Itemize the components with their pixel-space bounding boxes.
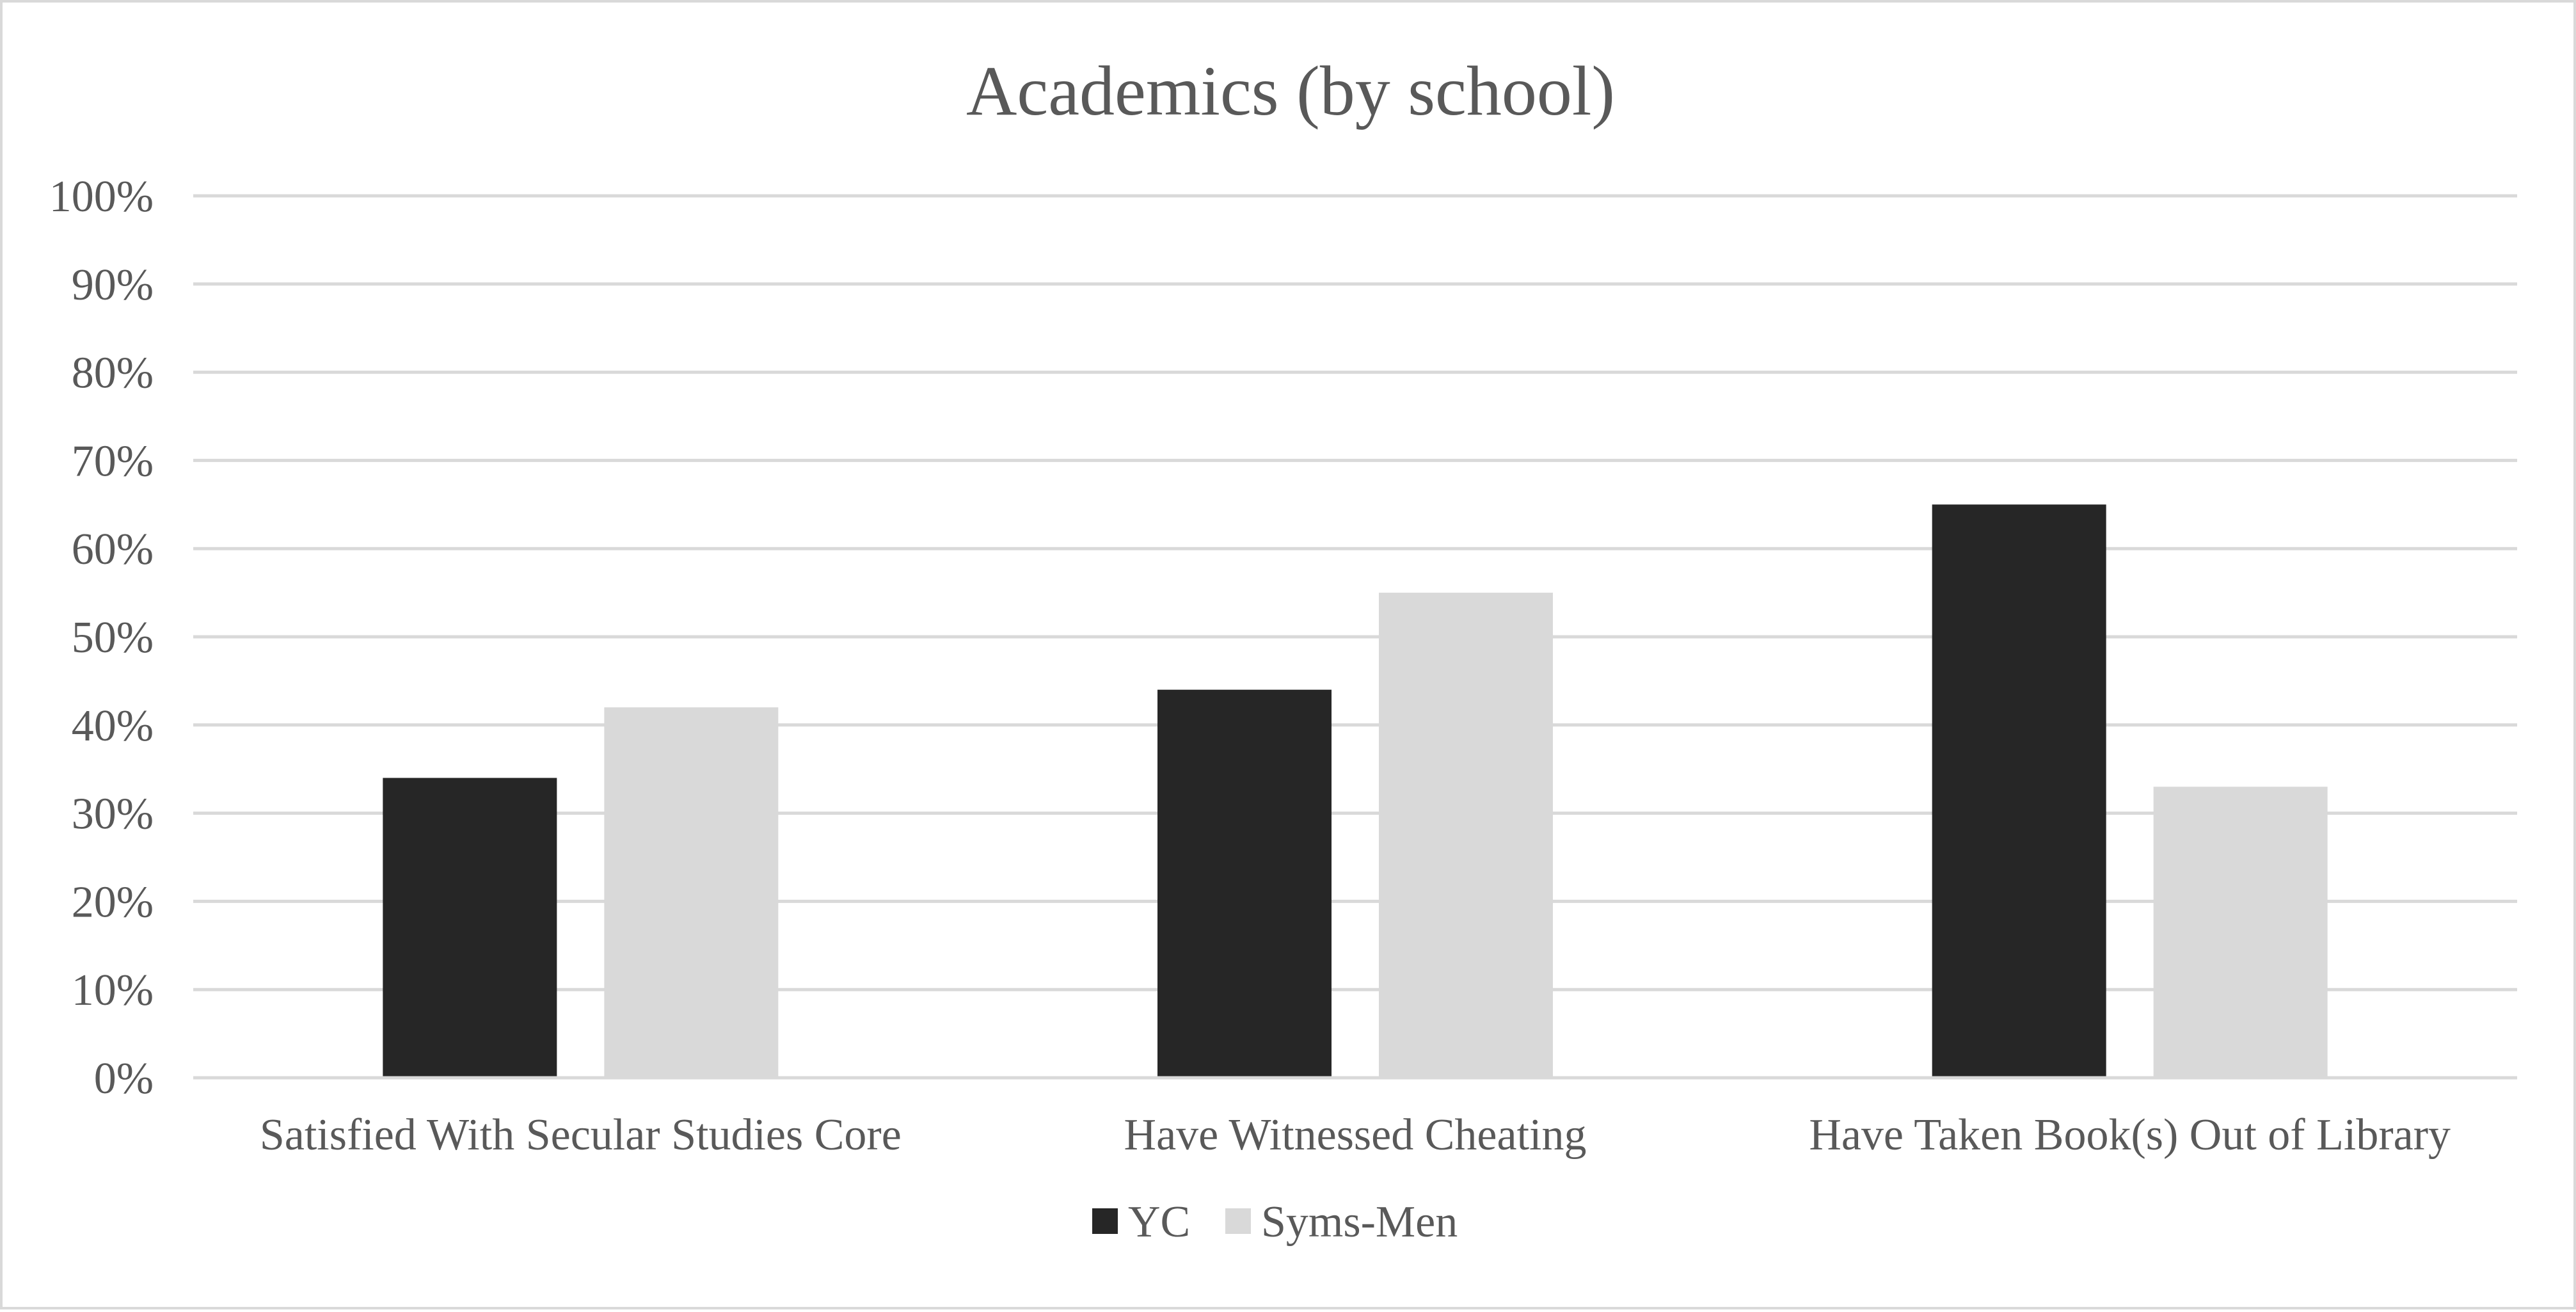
legend-swatch bbox=[1225, 1208, 1251, 1234]
bar-syms-men bbox=[604, 707, 779, 1078]
y-tick-label: 100% bbox=[49, 172, 154, 221]
y-axis-ticks: 0% 10% 20% 30% 40% 50% 60% 70% 80% 90% 100% bbox=[49, 172, 154, 1103]
y-tick-label: 80% bbox=[72, 349, 154, 398]
bar-yc bbox=[1157, 689, 1332, 1078]
y-tick-label: 40% bbox=[72, 701, 154, 751]
chart-svg: Academics (by school) 0% 10% 20% 30% 40% 50% 6… bbox=[49, 52, 2517, 1247]
legend: YC Syms-Men bbox=[1092, 1197, 1458, 1247]
y-tick-label: 70% bbox=[72, 436, 154, 486]
y-tick-label: 10% bbox=[72, 966, 154, 1015]
y-tick-label: 0% bbox=[94, 1054, 154, 1103]
bar-yc bbox=[1932, 504, 2106, 1078]
y-tick-label: 30% bbox=[72, 790, 154, 839]
legend-swatch bbox=[1092, 1208, 1118, 1234]
legend-label: Syms-Men bbox=[1261, 1197, 1458, 1247]
x-axis-categories: Satisfied With Secular Studies Core Have … bbox=[260, 1110, 2451, 1160]
x-category-label: Have Taken Book(s) Out of Library bbox=[1809, 1110, 2451, 1160]
bar-yc bbox=[383, 778, 557, 1078]
legend-label: YC bbox=[1128, 1197, 1190, 1247]
y-tick-label: 50% bbox=[72, 613, 154, 662]
y-tick-label: 90% bbox=[72, 260, 154, 310]
chart-title: Academics (by school) bbox=[966, 52, 1615, 130]
legend-item: Syms-Men bbox=[1225, 1197, 1458, 1247]
x-category-label: Satisfied With Secular Studies Core bbox=[260, 1110, 902, 1160]
bar-syms-men bbox=[2153, 787, 2328, 1078]
bar-syms-men bbox=[1379, 593, 1553, 1078]
y-tick-label: 60% bbox=[72, 525, 154, 574]
y-tick-label: 20% bbox=[72, 877, 154, 927]
x-category-label: Have Witnessed Cheating bbox=[1124, 1110, 1587, 1160]
bars bbox=[383, 504, 2328, 1078]
legend-item: YC bbox=[1092, 1197, 1190, 1247]
gridlines bbox=[193, 194, 2517, 991]
